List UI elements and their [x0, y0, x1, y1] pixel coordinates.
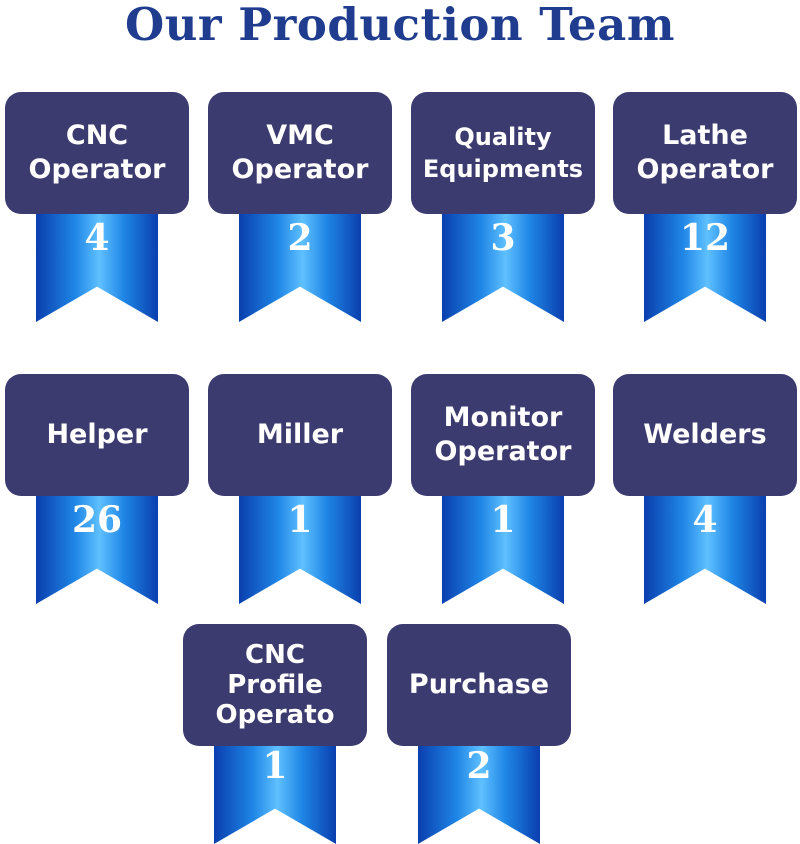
- ribbon: 3: [442, 200, 564, 322]
- badge-count: 4: [692, 499, 718, 541]
- badge-miller: 1 Miller: [208, 374, 392, 606]
- badge-count: 3: [490, 217, 516, 259]
- ribbon: 1: [239, 482, 361, 604]
- badge-label-box: CNC Operator: [5, 92, 189, 214]
- badge-label: CNC Operator: [28, 120, 166, 185]
- badge-count: 4: [84, 217, 110, 259]
- badge-label-box: Purchase: [387, 624, 571, 746]
- ribbon: 4: [644, 482, 766, 604]
- ribbon: 1: [442, 482, 564, 604]
- badge-purchase: 2 Purchase: [387, 624, 571, 844]
- badge-monitor-operator: 1 Monitor Operator: [411, 374, 595, 606]
- badge-label: VMC Operator: [231, 120, 369, 185]
- badge-label: Lathe Operator: [636, 120, 774, 185]
- page-title: Our Production Team: [125, 0, 675, 51]
- badge-count: 2: [287, 217, 313, 259]
- badge-count: 2: [466, 745, 492, 787]
- ribbon: 4: [36, 200, 158, 322]
- badge-label-box: CNC Profile Operato: [183, 624, 367, 746]
- badge-label: CNC Profile Operato: [215, 640, 335, 730]
- badge-label-box: Welders: [613, 374, 797, 496]
- badge-label: Monitor Operator: [434, 402, 572, 467]
- badge-cnc-operator: 4 CNC Operator: [5, 92, 189, 324]
- badge-label-box: Quality Equipments: [411, 92, 595, 214]
- badge-label-box: VMC Operator: [208, 92, 392, 214]
- badge-label: Helper: [46, 419, 148, 450]
- badge-count: 26: [71, 499, 123, 541]
- badge-welders: 4 Welders: [613, 374, 797, 606]
- badge-label-box: Monitor Operator: [411, 374, 595, 496]
- badge-label: Miller: [256, 419, 344, 450]
- badge-helper: 26 Helper: [5, 374, 189, 606]
- badge-label-box: Helper: [5, 374, 189, 496]
- badge-count: 1: [287, 499, 313, 541]
- badge-label: Purchase: [408, 669, 550, 700]
- badge-label-box: Lathe Operator: [613, 92, 797, 214]
- badge-count: 12: [679, 217, 731, 259]
- badge-count: 1: [490, 499, 516, 541]
- ribbon: 2: [239, 200, 361, 322]
- badge-cnc-profile-operator: 1 CNC Profile Operato: [183, 624, 367, 844]
- badge-lathe-operator: 12 Lathe Operator: [613, 92, 797, 324]
- badge-label: Welders: [643, 419, 767, 450]
- badge-quality-equipments: 3 Quality Equipments: [411, 92, 595, 324]
- badge-label-box: Miller: [208, 374, 392, 496]
- badge-count: 1: [262, 745, 288, 787]
- ribbon: 26: [36, 482, 158, 604]
- ribbon: 12: [644, 200, 766, 322]
- badge-label: Quality Equipments: [422, 123, 584, 183]
- badge-vmc-operator: 2 VMC Operator: [208, 92, 392, 324]
